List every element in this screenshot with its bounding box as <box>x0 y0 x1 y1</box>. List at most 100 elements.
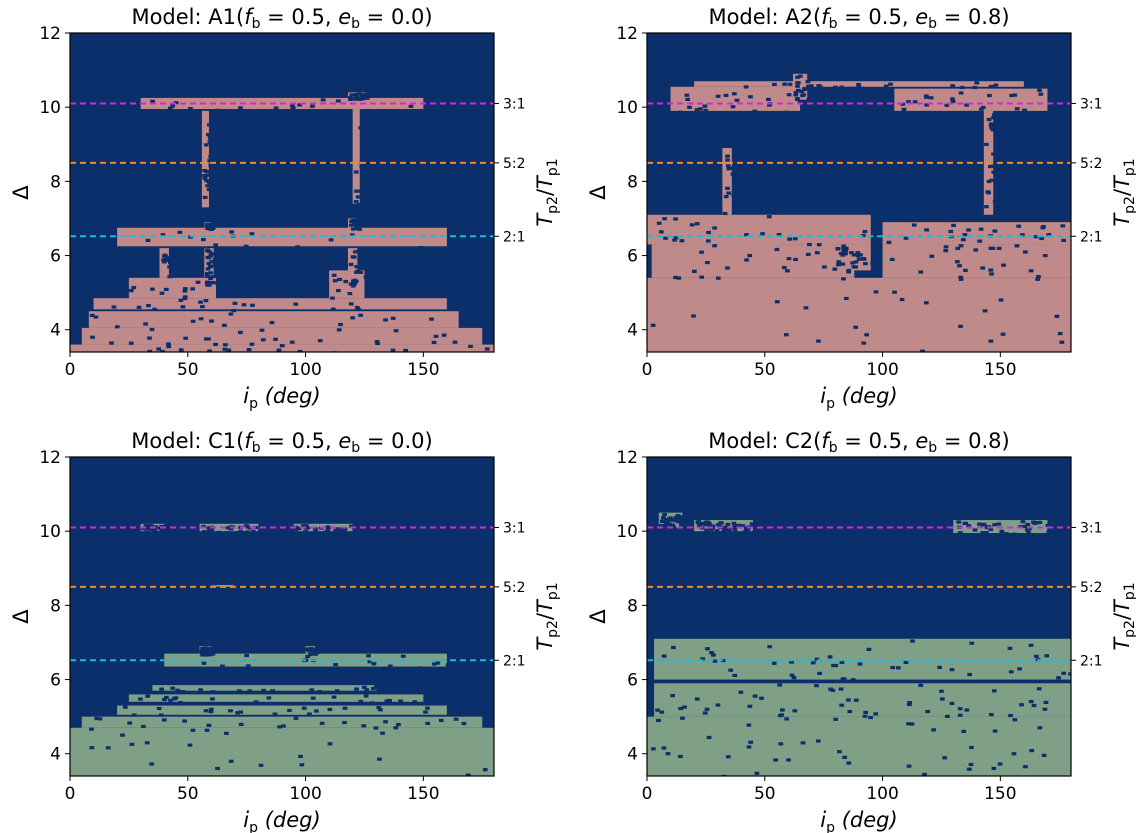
texture-cell <box>886 240 892 244</box>
texture-cell <box>207 140 213 144</box>
texture-cell <box>182 719 187 723</box>
texture-cell <box>358 126 364 130</box>
y-tick-label: 6 <box>50 247 61 267</box>
texture-cell <box>892 290 897 294</box>
stable-region-7 <box>722 147 732 215</box>
texture-cell <box>277 725 282 729</box>
stable-region-5 <box>152 685 377 691</box>
texture-holes <box>651 512 1071 776</box>
texture-cell <box>294 525 299 529</box>
texture-cell <box>357 227 362 231</box>
y2-axis-label: Tp2/Tp1 <box>533 158 561 226</box>
texture-cell <box>348 282 354 286</box>
texture-cell <box>991 170 997 174</box>
texture-cell <box>670 645 676 650</box>
axes-frame <box>646 32 1072 353</box>
texture-cell <box>950 84 956 88</box>
texture-cell <box>766 97 771 102</box>
texture-cell <box>1012 93 1018 97</box>
texture-cell <box>691 314 696 318</box>
stable-region-1 <box>647 716 1071 776</box>
texture-cell <box>851 265 857 269</box>
texture-cell <box>204 728 210 732</box>
texture-cell <box>972 528 978 532</box>
texture-cell <box>202 651 208 655</box>
texture-cell <box>208 271 214 275</box>
texture-cell <box>114 325 120 329</box>
texture-cell <box>325 528 331 532</box>
texture-cell <box>991 689 997 693</box>
texture-cell <box>725 164 731 168</box>
texture-cell <box>903 236 909 240</box>
texture-cell <box>175 688 181 692</box>
texture-cell <box>408 104 414 108</box>
texture-cell <box>206 180 212 184</box>
texture-cell <box>228 709 233 713</box>
texture-cell <box>991 164 996 168</box>
texture-cell <box>300 524 306 528</box>
texture-cell <box>212 260 218 264</box>
texture-cell <box>182 296 188 301</box>
texture-cell <box>667 517 672 521</box>
texture-cell <box>431 340 437 345</box>
texture-cell <box>305 647 311 651</box>
texture-cell <box>238 330 243 334</box>
texture-cell <box>714 529 720 533</box>
texture-cell <box>991 128 996 132</box>
texture-cell <box>1020 520 1026 524</box>
stable-region-2 <box>654 683 1071 717</box>
texture-cell <box>715 94 721 98</box>
texture-cell <box>752 523 758 527</box>
texture-cell <box>795 75 800 79</box>
texture-cell <box>354 305 360 310</box>
texture-cell <box>870 261 876 265</box>
texture-cell <box>694 222 700 226</box>
texture-cell <box>789 660 794 664</box>
texture-cell <box>145 694 150 698</box>
texture-cell <box>232 301 238 305</box>
texture-cell <box>301 706 307 710</box>
texture-cell <box>967 672 973 677</box>
texture-cell <box>363 92 368 96</box>
texture-cell <box>356 249 362 253</box>
texture-cell <box>851 253 857 257</box>
texture-cell <box>958 277 964 281</box>
texture-cell <box>925 709 931 714</box>
texture-cell <box>348 97 353 101</box>
texture-cell <box>361 724 367 728</box>
texture-cell <box>247 526 253 530</box>
texture-cell <box>177 230 183 234</box>
texture-cell <box>261 688 266 693</box>
texture-cell <box>412 700 418 704</box>
texture-cell <box>383 720 388 724</box>
texture-cell <box>484 347 490 351</box>
texture-cell <box>731 193 737 197</box>
texture-cell <box>313 652 319 656</box>
texture-cell <box>342 527 348 531</box>
texture-cell <box>786 758 791 762</box>
texture-cell <box>295 245 301 249</box>
texture-cell <box>229 230 234 234</box>
texture-cell <box>955 246 961 250</box>
texture-cell <box>796 88 801 92</box>
texture-cell <box>1004 532 1009 536</box>
texture-cell <box>1043 700 1049 705</box>
texture-cell <box>172 696 178 701</box>
texture-cell <box>309 652 315 656</box>
texture-cell <box>163 254 168 258</box>
texture-cell <box>963 268 968 272</box>
texture-cell <box>945 714 950 718</box>
texture-cell <box>89 727 94 731</box>
texture-cell <box>992 523 998 527</box>
texture-cell <box>312 526 318 531</box>
texture-cell <box>698 107 703 111</box>
texture-cell <box>732 673 738 678</box>
texture-cell <box>785 269 790 273</box>
texture-cell <box>989 272 994 276</box>
texture-cell <box>791 676 797 680</box>
texture-cell <box>662 512 667 517</box>
texture-cell <box>383 318 388 322</box>
texture-cell <box>353 170 359 174</box>
texture-cell <box>1037 88 1042 92</box>
texture-cell <box>335 99 341 103</box>
